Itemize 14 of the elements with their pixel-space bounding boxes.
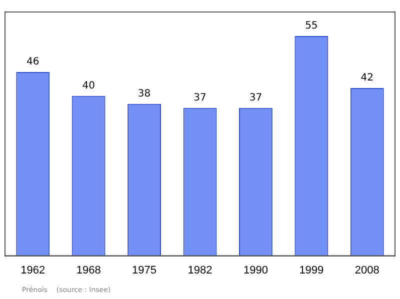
data-label: 37 [249,92,262,104]
data-label: 42 [360,72,374,84]
x-tick-label: 1999 [299,264,324,276]
data-label: 38 [138,88,151,100]
x-tick-label: 1968 [76,264,101,276]
x-tick-label: 2008 [354,264,380,276]
data-label: 55 [305,20,318,32]
x-tick-label: 1982 [188,264,212,276]
x-tick-label: 1975 [132,264,157,276]
data-label: 46 [26,56,40,68]
x-tick-label: 1962 [20,264,46,276]
data-label: 40 [82,80,95,92]
data-label: 37 [194,92,206,104]
x-tick-label: 1990 [243,264,268,276]
